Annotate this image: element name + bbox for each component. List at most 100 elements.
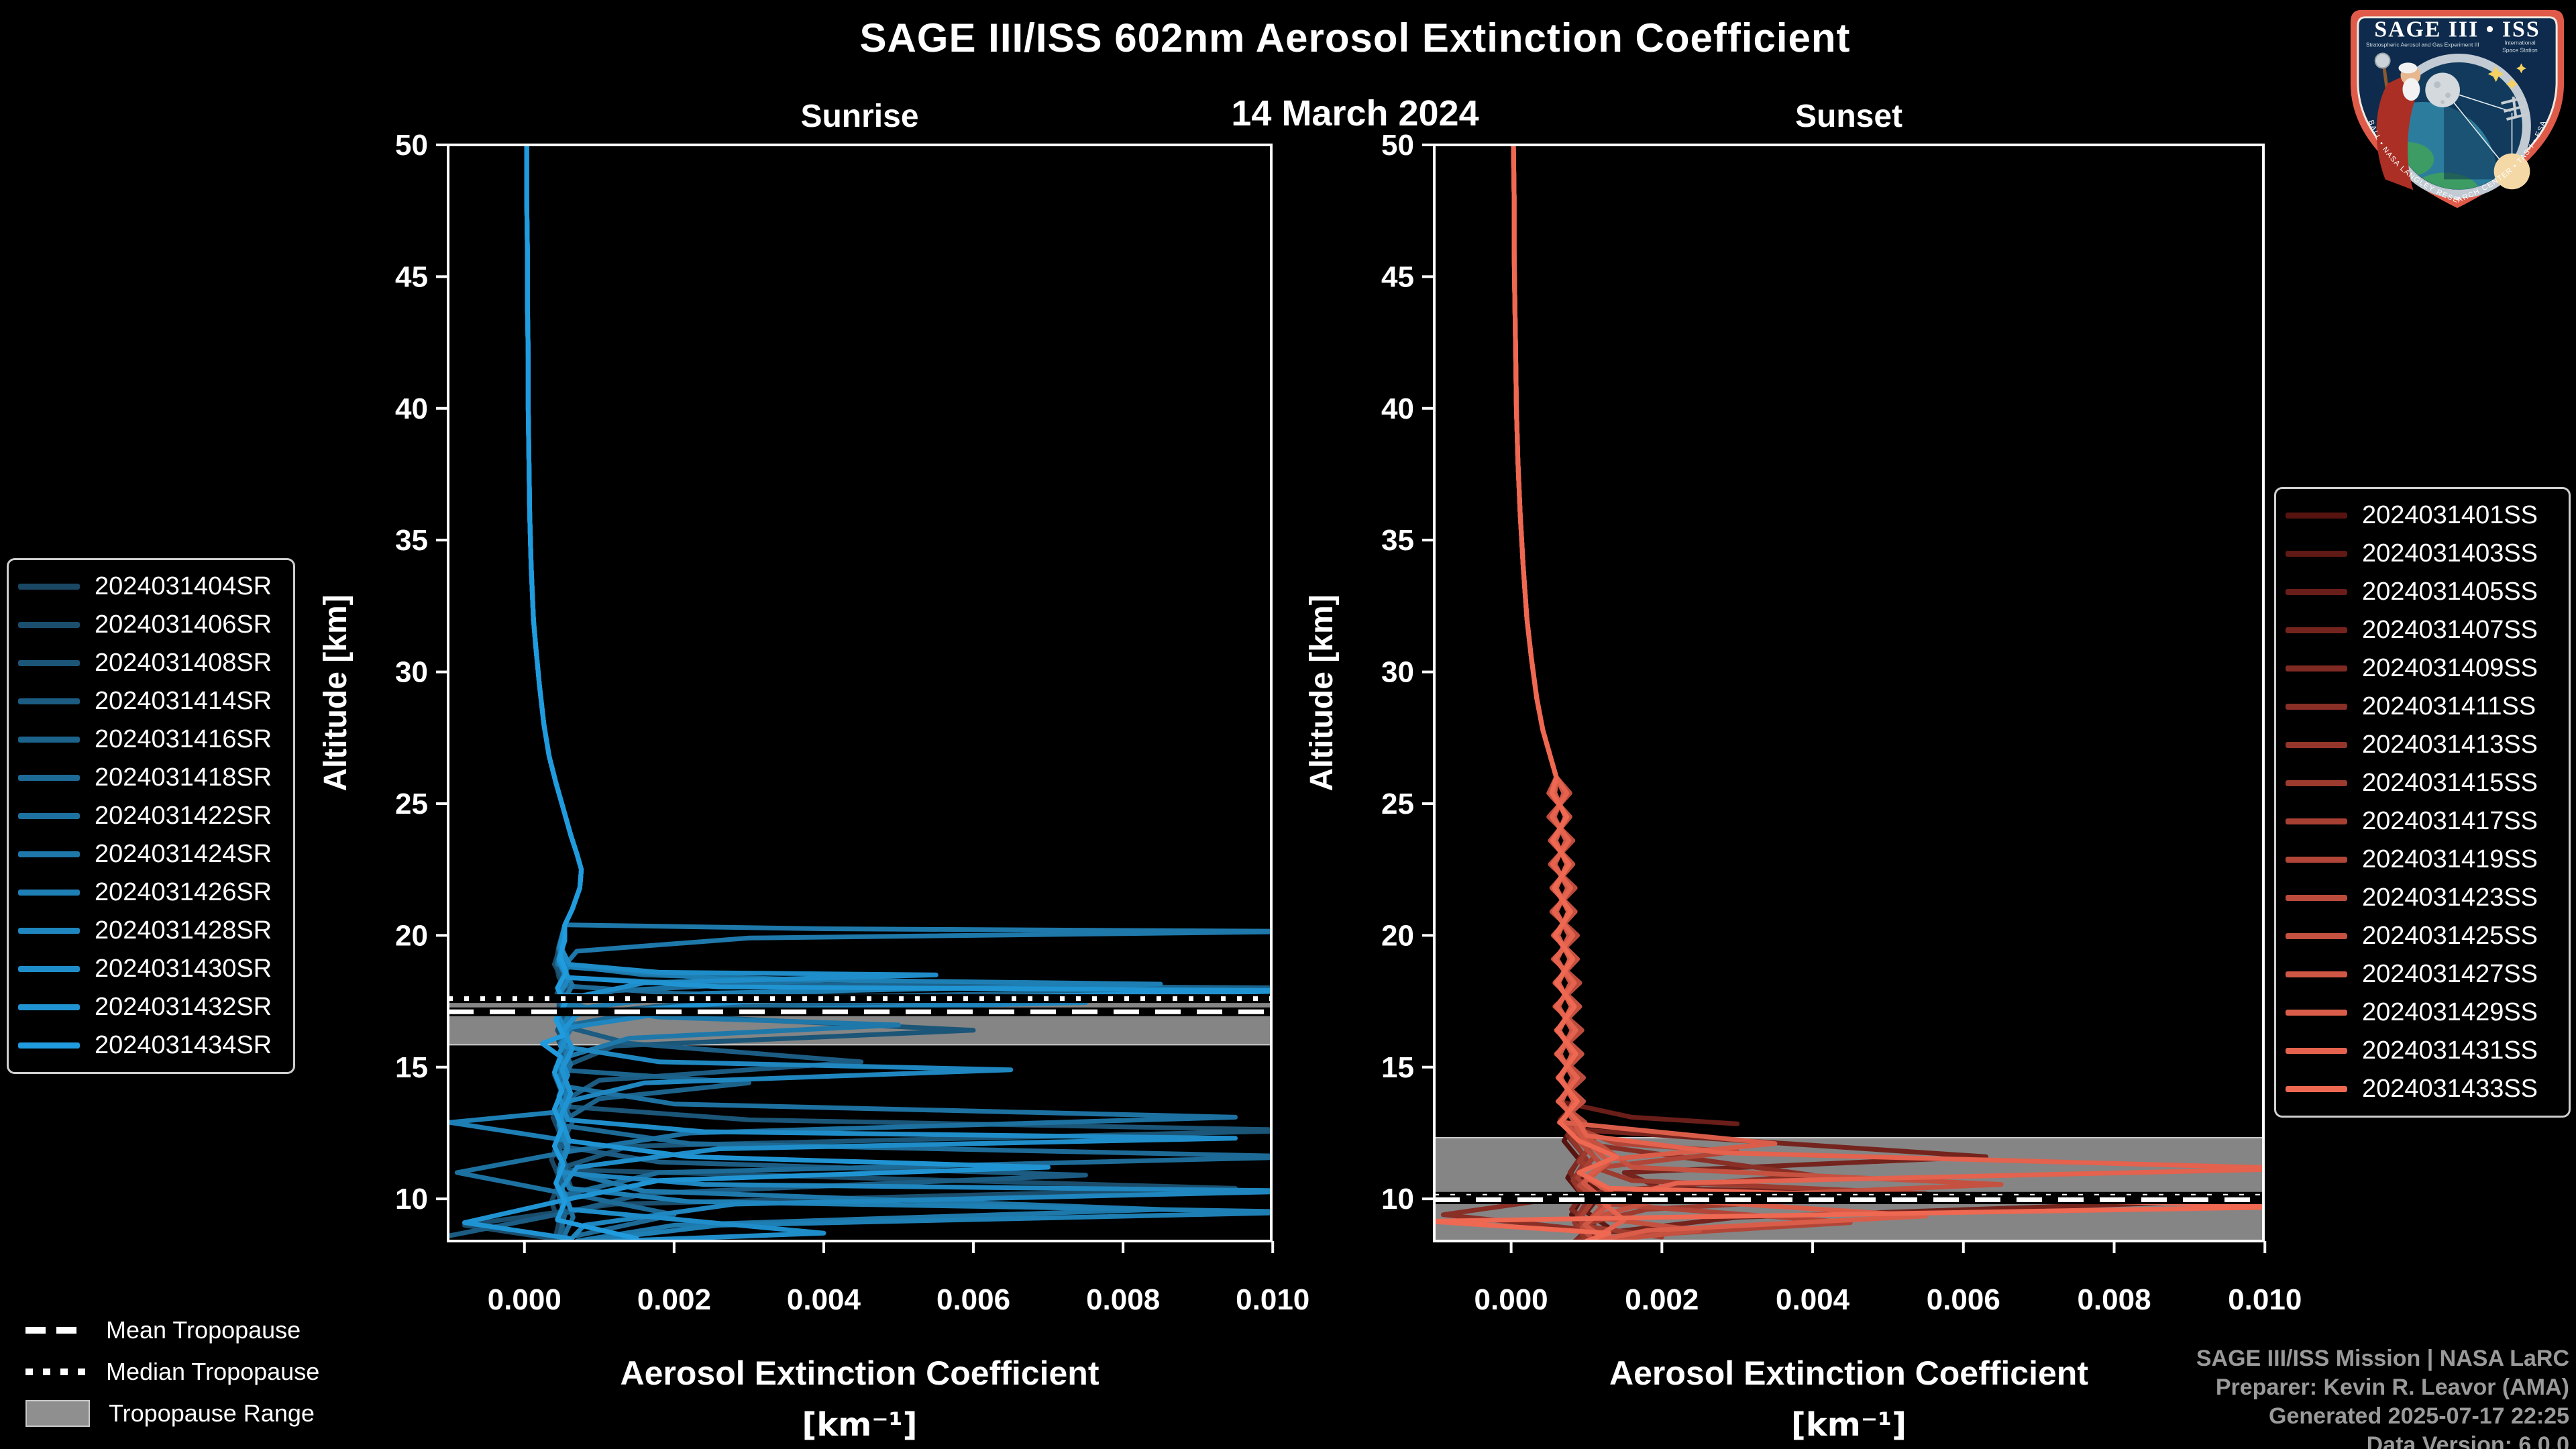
y-tick-label: 50 (1381, 129, 1414, 162)
legend-line-swatch (18, 966, 80, 972)
x-tick-label: 0.000 (488, 1283, 561, 1316)
median-tropopause-dotted-swatch (25, 1368, 87, 1375)
x-tick-label: 0.010 (1236, 1283, 1309, 1316)
mean-tropopause-dashed-swatch (25, 1327, 87, 1334)
y-tick-label: 40 (1381, 392, 1414, 425)
legend-item-mean-tropopause: Mean Tropopause (25, 1309, 319, 1351)
legend-line-swatch (18, 660, 80, 666)
legend-line-swatch (2286, 1048, 2347, 1054)
series-line-2024031431SS (1511, 145, 2263, 1241)
sunset-panel-title: Sunset (1794, 99, 1903, 134)
legend-item-label: 2024031413SS (2362, 731, 2538, 759)
staff-orb (2374, 52, 2391, 69)
x-tick-label: 0.008 (1086, 1283, 1160, 1316)
patch-subtitle-right-1: International (2504, 40, 2536, 46)
legend-item-label: 2024031403SS (2362, 539, 2538, 568)
tropopause-legend: Mean Tropopause Median Tropopause Tropop… (25, 1309, 319, 1434)
patch-subtitle-right-2: Space Station (2502, 47, 2538, 54)
legend-item-label: 2024031434SR (95, 1031, 272, 1059)
legend-item-label: 2024031406SR (95, 610, 272, 639)
series-line-2024031433SS (1434, 145, 2263, 1241)
legend-item-label: 2024031432SR (95, 993, 272, 1021)
legend-item-2024031405SS: 2024031405SS (2286, 573, 2559, 611)
stars (2487, 63, 2526, 91)
legend-line-swatch (18, 851, 80, 857)
legend-item-label: 2024031407SS (2362, 616, 2538, 644)
legend-line-swatch (2286, 665, 2347, 672)
beam (2447, 95, 2510, 172)
legend-line-swatch (2286, 627, 2347, 633)
legend-item-2024031430SR: 2024031430SR (18, 950, 284, 988)
x-tick-label: 0.000 (1474, 1283, 1548, 1316)
y-tick-label: 15 (395, 1051, 428, 1084)
legend-item-2024031406SR: 2024031406SR (18, 606, 284, 644)
x-axis-label: Aerosol Extinction Coefficient (1609, 1354, 2088, 1392)
moon (2425, 72, 2460, 108)
series-line-2024031434SR (524, 145, 639, 1241)
star-icon (2516, 63, 2526, 74)
legend-item-label: 2024031401SS (2362, 501, 2538, 529)
x-axis-units: [km⁻¹] (802, 1406, 917, 1444)
iss-glyph (2501, 96, 2528, 121)
sage-hair (2398, 62, 2418, 74)
y-tick-label: 30 (1381, 656, 1414, 689)
legend-line-swatch (18, 890, 80, 896)
sunset-frame (1433, 144, 2265, 1242)
y-tick-label: 15 (1381, 1051, 1414, 1084)
moon-crater (2440, 100, 2445, 105)
legend-line-swatch (18, 928, 80, 934)
legend-item-2024031426SR: 2024031426SR (18, 873, 284, 912)
mean-tropopause-label: Mean Tropopause (106, 1316, 301, 1344)
legend-item-2024031403SS: 2024031403SS (2286, 535, 2559, 573)
legend-item-label: 2024031422SR (95, 802, 272, 830)
sunrise-plot-area (448, 145, 1271, 1241)
moon-crater (2445, 93, 2451, 99)
sunrise-panel: 50 45 40 35 30 25 20 15 10 0.000 0.002 0.004 0.006 0.… (318, 129, 1309, 1444)
series-line-2024031411SS (1441, 145, 1815, 1241)
legend-line-swatch (2286, 1010, 2347, 1016)
x-axis-label: Aerosol Extinction Coefficient (621, 1354, 1099, 1392)
y-tick-label: 50 (395, 129, 428, 162)
y-tick-label: 30 (395, 656, 428, 689)
legend-line-swatch (2286, 1086, 2347, 1092)
x-tick-label: 0.002 (637, 1283, 711, 1316)
y-tick-label: 45 (1381, 260, 1414, 293)
moon-crater (2434, 81, 2441, 89)
footer-mission-line: SAGE III/ISS Mission | NASA LaRC (2196, 1346, 2569, 1371)
legend-line-swatch (2286, 704, 2347, 710)
legend-item-label: 2024031433SS (2362, 1075, 2538, 1103)
legend-line-swatch (2286, 818, 2347, 824)
y-tick-label: 25 (395, 788, 428, 820)
legend-item-label: 2024031428SR (95, 916, 272, 945)
legend-item-label: 2024031408SR (95, 649, 272, 677)
legend-item-label: 2024031427SS (2362, 960, 2538, 988)
legend-item-label: 2024031417SS (2362, 807, 2538, 835)
sun (2493, 153, 2530, 190)
legend-item-2024031422SR: 2024031422SR (18, 797, 284, 835)
legend-line-swatch (18, 737, 80, 743)
legend-item-2024031407SS: 2024031407SS (2286, 611, 2559, 649)
sage-iii-iss-mission-patch: SAGE III • ISS Stratospheric Aerosol and… (2350, 9, 2565, 209)
x-tick-label: 0.002 (1625, 1283, 1699, 1316)
series-line-2024031407SS (1511, 145, 2207, 1241)
footer-preparer-line: Preparer: Kevin R. Leavor (AMA) (2215, 1375, 2569, 1400)
x-tick-label: 0.004 (787, 1283, 861, 1316)
y-tick-label: 10 (1381, 1183, 1414, 1216)
x-tick-label: 0.006 (1927, 1283, 2000, 1316)
patch-subtitle-left: Stratospheric Aerosol and Gas Experiment… (2366, 42, 2479, 48)
legend-item-label: 2024031405SS (2362, 578, 2538, 606)
y-axis-label: Altitude [km] (1304, 594, 1340, 791)
x-axis-units: [km⁻¹] (1791, 1406, 1907, 1444)
legend-item-2024031416SR: 2024031416SR (18, 720, 284, 759)
legend-item-2024031423SS: 2024031423SS (2286, 879, 2559, 917)
legend-line-swatch (2286, 589, 2347, 595)
legend-line-swatch (18, 622, 80, 628)
y-tick-label: 10 (395, 1183, 428, 1216)
legend-line-swatch (18, 813, 80, 819)
legend-item-2024031433SS: 2024031433SS (2286, 1070, 2559, 1108)
sunset-plot-area (1434, 145, 2263, 1241)
star-icon (2487, 66, 2504, 83)
y-tick-label: 35 (395, 524, 428, 557)
